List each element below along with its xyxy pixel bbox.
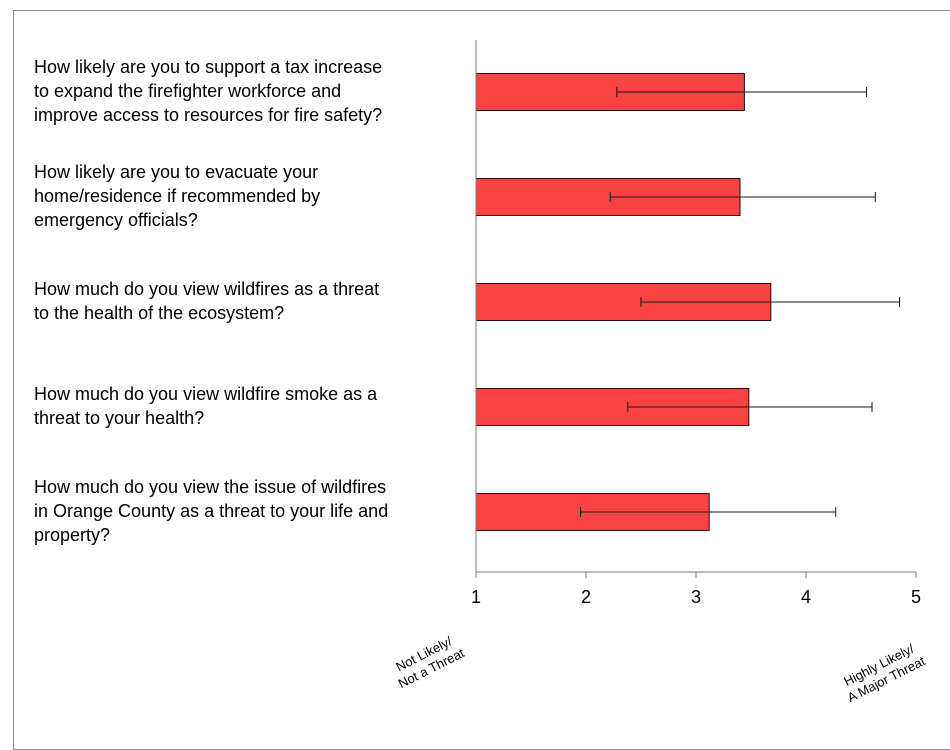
axis-end-labels-group: Not Likely/Not a Threat Highly Likely/A M… xyxy=(388,631,927,705)
x-tick-label: 5 xyxy=(911,587,921,607)
category-label-line: How likely are you to evacuate your xyxy=(34,162,318,182)
category-label-line: property? xyxy=(34,525,110,545)
x-tick-label: 4 xyxy=(801,587,811,607)
category-label-line: emergency officials? xyxy=(34,210,198,230)
category-labels-group: How likely are you to support a tax incr… xyxy=(34,57,388,545)
x-tick-label: 3 xyxy=(691,587,701,607)
category-label-line: to expand the firefighter workforce and xyxy=(34,81,341,101)
category-label-line: in Orange County as a threat to your lif… xyxy=(34,501,388,521)
category-label-line: to the health of the ecosystem? xyxy=(34,303,284,323)
axis-end-label-left: Not Likely/Not a Threat xyxy=(388,631,467,691)
category-label-line: home/residence if recommended by xyxy=(34,186,320,206)
axis-end-label-right: Highly Likely/A Major Threat xyxy=(838,639,928,705)
category-label-line: threat to your health? xyxy=(34,408,204,428)
x-tick-label: 1 xyxy=(471,587,481,607)
category-label-line: How much do you view the issue of wildfi… xyxy=(34,477,386,497)
bar-chart: How likely are you to support a tax incr… xyxy=(0,0,950,731)
x-tick-labels-group: 1 2 3 4 5 xyxy=(471,572,921,607)
category-label-line: How much do you view wildfires as a thre… xyxy=(34,279,379,299)
x-tick-label: 2 xyxy=(581,587,591,607)
category-label-line: improve access to resources for fire saf… xyxy=(34,105,382,125)
category-label-line: How much do you view wildfire smoke as a xyxy=(34,384,378,404)
category-label-line: How likely are you to support a tax incr… xyxy=(34,57,382,77)
